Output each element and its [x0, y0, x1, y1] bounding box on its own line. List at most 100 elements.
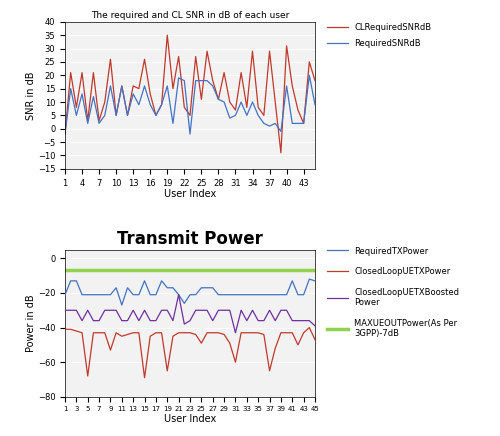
CLRequiredSNRdB — [147, 92, 153, 97]
RequiredTXPower — [158, 278, 164, 283]
CLRequiredSNRdB — [68, 70, 73, 75]
RequiredSNRdB — [119, 83, 125, 89]
RequiredSNRdB — [216, 97, 222, 102]
RequiredTXPower — [130, 292, 136, 297]
ClosedLoopUETXPower — [250, 330, 256, 335]
RequiredTXPower — [84, 292, 90, 297]
ClosedLoopUETXBoosted
Power — [272, 318, 278, 323]
ClosedLoopUETXPower — [204, 330, 210, 335]
ClosedLoopUETXPower — [136, 330, 142, 335]
ClosedLoopUETXPower — [147, 334, 153, 339]
ClosedLoopUETXBoosted
Power — [221, 308, 227, 313]
ClosedLoopUETXPower — [176, 330, 182, 335]
MAXUEOUTPower(As Per
3GPP)-7dB — [62, 268, 68, 273]
X-axis label: User Index: User Index — [164, 189, 216, 199]
RequiredSNRdB — [221, 99, 227, 105]
ClosedLoopUETXBoosted
Power — [74, 308, 80, 313]
ClosedLoopUETXBoosted
Power — [210, 318, 216, 323]
RequiredSNRdB — [278, 129, 284, 134]
ClosedLoopUETXPower — [312, 337, 318, 342]
ClosedLoopUETXBoosted
Power — [300, 318, 306, 323]
CLRequiredSNRdB — [204, 48, 210, 54]
CLRequiredSNRdB — [176, 54, 182, 59]
ClosedLoopUETXBoosted
Power — [79, 318, 85, 323]
ClosedLoopUETXPower — [158, 330, 164, 335]
RequiredSNRdB — [250, 99, 256, 105]
CLRequiredSNRdB — [113, 113, 119, 118]
RequiredSNRdB — [96, 121, 102, 126]
RequiredSNRdB — [192, 78, 198, 83]
ClosedLoopUETXBoosted
Power — [142, 308, 148, 313]
ClosedLoopUETXBoosted
Power — [136, 318, 142, 323]
RequiredSNRdB — [238, 99, 244, 105]
RequiredTXPower — [147, 292, 153, 297]
RequiredSNRdB — [142, 83, 148, 89]
RequiredTXPower — [96, 292, 102, 297]
Legend: RequiredTXPower, ClosedLoopUETXPower, ClosedLoopUETXBoosted
Power, MAXUEOUTPower: RequiredTXPower, ClosedLoopUETXPower, Cl… — [326, 246, 459, 338]
RequiredSNRdB — [261, 121, 267, 126]
CLRequiredSNRdB — [221, 70, 227, 75]
ClosedLoopUETXBoosted
Power — [261, 318, 267, 323]
RequiredTXPower — [244, 292, 250, 297]
ClosedLoopUETXBoosted
Power — [192, 308, 198, 313]
CLRequiredSNRdB — [261, 113, 267, 118]
CLRequiredSNRdB — [164, 33, 170, 38]
Title: The required and CL SNR in dB of each user: The required and CL SNR in dB of each us… — [91, 10, 289, 20]
CLRequiredSNRdB — [102, 99, 108, 105]
RequiredSNRdB — [198, 78, 204, 83]
RequiredTXPower — [295, 292, 301, 297]
CLRequiredSNRdB — [266, 48, 272, 54]
ClosedLoopUETXBoosted
Power — [176, 292, 182, 297]
ClosedLoopUETXPower — [74, 328, 80, 334]
ClosedLoopUETXPower — [261, 332, 267, 337]
RequiredTXPower — [227, 292, 233, 297]
CLRequiredSNRdB — [250, 48, 256, 54]
RequiredTXPower — [266, 292, 272, 297]
ClosedLoopUETXPower — [187, 330, 193, 335]
ClosedLoopUETXPower — [210, 330, 216, 335]
ClosedLoopUETXBoosted
Power — [244, 318, 250, 323]
Title: Transmit Power: Transmit Power — [117, 230, 263, 248]
ClosedLoopUETXPower — [108, 347, 114, 353]
CLRequiredSNRdB — [182, 105, 188, 110]
ClosedLoopUETXBoosted
Power — [158, 308, 164, 313]
RequiredSNRdB — [136, 102, 142, 107]
ClosedLoopUETXBoosted
Power — [113, 308, 119, 313]
CLRequiredSNRdB — [153, 113, 159, 118]
Legend: CLRequiredSNRdB, RequiredSNRdB: CLRequiredSNRdB, RequiredSNRdB — [326, 23, 432, 48]
ClosedLoopUETXBoosted
Power — [119, 318, 125, 323]
RequiredTXPower — [124, 285, 130, 290]
RequiredSNRdB — [182, 78, 188, 83]
Y-axis label: Power in dB: Power in dB — [26, 294, 36, 352]
RequiredSNRdB — [84, 121, 90, 126]
CLRequiredSNRdB — [192, 54, 198, 59]
CLRequiredSNRdB — [216, 97, 222, 102]
RequiredSNRdB — [187, 132, 193, 137]
ClosedLoopUETXBoosted
Power — [306, 318, 312, 323]
RequiredSNRdB — [244, 113, 250, 118]
ClosedLoopUETXPower — [192, 332, 198, 337]
Line: CLRequiredSNRdB: CLRequiredSNRdB — [65, 35, 315, 153]
ClosedLoopUETXBoosted
Power — [170, 318, 176, 323]
RequiredTXPower — [164, 285, 170, 290]
RequiredTXPower — [176, 292, 182, 297]
ClosedLoopUETXBoosted
Power — [266, 308, 272, 313]
RequiredTXPower — [221, 292, 227, 297]
CLRequiredSNRdB — [136, 86, 142, 91]
ClosedLoopUETXBoosted
Power — [198, 308, 204, 313]
ClosedLoopUETXBoosted
Power — [102, 308, 108, 313]
CLRequiredSNRdB — [170, 86, 176, 91]
RequiredSNRdB — [284, 83, 290, 89]
ClosedLoopUETXBoosted
Power — [182, 321, 188, 327]
RequiredSNRdB — [164, 83, 170, 89]
RequiredTXPower — [300, 292, 306, 297]
RequiredTXPower — [142, 278, 148, 283]
RequiredTXPower — [210, 285, 216, 290]
Line: ClosedLoopUETXPower: ClosedLoopUETXPower — [65, 327, 315, 378]
ClosedLoopUETXPower — [232, 360, 238, 365]
CLRequiredSNRdB — [96, 118, 102, 123]
RequiredSNRdB — [255, 113, 261, 118]
ClosedLoopUETXBoosted
Power — [232, 330, 238, 335]
RequiredTXPower — [261, 292, 267, 297]
RequiredTXPower — [192, 292, 198, 297]
